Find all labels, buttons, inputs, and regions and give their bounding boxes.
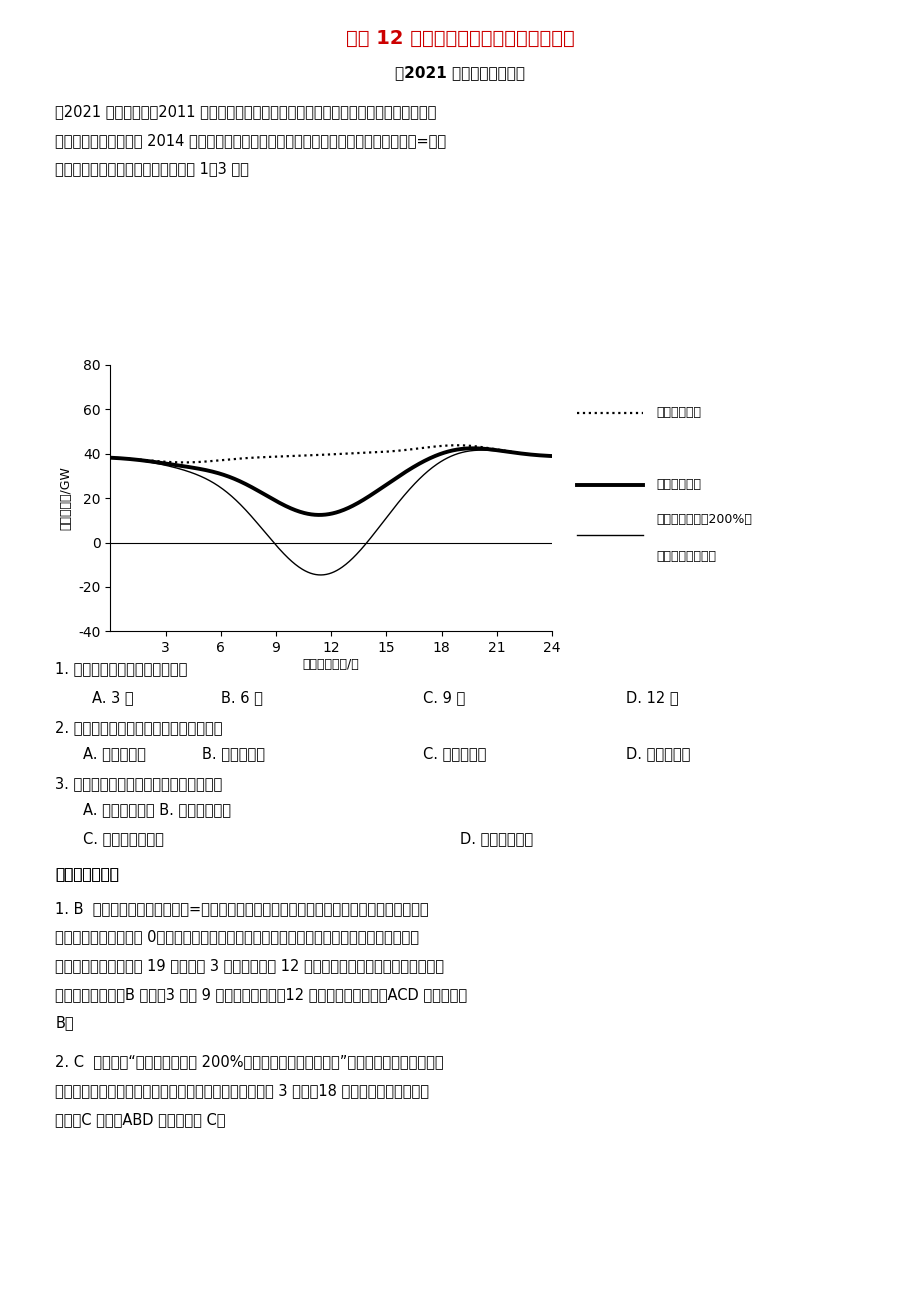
Text: 1. 图中所示这一天所在的月份是: 1. 图中所示这一天所在的月份是 xyxy=(55,661,187,677)
Text: 3. 降低夜间的电力净需求量，关键是发展: 3. 降低夜间的电力净需求量，关键是发展 xyxy=(55,776,222,792)
Text: 2. C  读图观察“光伏发电量增加 200%时电力净需求量预测曲线”，与电力净需求量曲线对: 2. C 读图观察“光伏发电量增加 200%时电力净需求量预测曲线”，与电力净需… xyxy=(55,1055,443,1070)
Text: 比可看出，随着光伏发电量的增加，电力净需求量在大约 3 点多到18 点减少，其余时段没有: 比可看出，随着光伏发电量的增加，电力净需求量在大约 3 点多到18 点减少，其余… xyxy=(55,1083,429,1099)
Text: 段为格林尼治时间大约 19 点到凌晨 3 点多，远小于 12 个小时，昼长夜短，为北半球夏季，: 段为格林尼治时间大约 19 点到凌晨 3 点多，远小于 12 个小时，昼长夜短，… xyxy=(55,958,444,974)
Text: D. 不发生变化: D. 不发生变化 xyxy=(625,746,689,762)
Text: 光伏发电量增加200%时: 光伏发电量增加200%时 xyxy=(656,513,752,526)
Text: A. 火力发电技术 B. 光伏发电技术: A. 火力发电技术 B. 光伏发电技术 xyxy=(83,802,231,818)
Text: 变化，C 正确，ABD 错误。故选 C。: 变化，C 正确，ABD 错误。故选 C。 xyxy=(55,1112,225,1128)
Text: B. 时段性增加: B. 时段性增加 xyxy=(202,746,265,762)
Text: 德国位于北半球，B 正确；3 月和 9 月昼夜大致等长，12 月昼长远小于夜长，ACD 错误。故选: 德国位于北半球，B 正确；3 月和 9 月昼夜大致等长，12 月昼长远小于夜长，… xyxy=(55,987,467,1003)
Text: A. 全天性减少: A. 全天性减少 xyxy=(83,746,145,762)
Text: 【答案及解析】: 【答案及解析】 xyxy=(55,867,119,883)
Text: 专题 12 区域可持续发展与地理信息技术: 专题 12 区域可持续发展与地理信息技术 xyxy=(346,29,573,48)
Text: （2021 年全国甲卷）2011 年日本福岛核泄漏事件之后，德国宣布逐步放弃核电而重点发: （2021 年全国甲卷）2011 年日本福岛核泄漏事件之后，德国宣布逐步放弃核电… xyxy=(55,104,437,120)
Text: 展光伏发电。下图示意 2014 年某日德国电力总需求和电力净需求的变化（电力净需求量=电力: 展光伏发电。下图示意 2014 年某日德国电力总需求和电力净需求的变化（电力净需… xyxy=(55,133,446,148)
Text: C. 9 月: C. 9 月 xyxy=(423,690,465,706)
Text: 电力总需求量: 电力总需求量 xyxy=(656,406,701,419)
Text: 总需求量－光伏发电量）。据此完成 1－3 题。: 总需求量－光伏发电量）。据此完成 1－3 题。 xyxy=(55,161,249,177)
Text: D. 12 月: D. 12 月 xyxy=(625,690,677,706)
Text: A. 3 月: A. 3 月 xyxy=(92,690,133,706)
X-axis label: 格林尼治时间/时: 格林尼治时间/时 xyxy=(302,658,359,671)
Text: 【2021 年高考真题精选】: 【2021 年高考真题精选】 xyxy=(394,65,525,81)
Text: 「答案及解析」: 「答案及解析」 xyxy=(55,867,119,883)
Y-axis label: 电力需求量/GW: 电力需求量/GW xyxy=(60,466,73,530)
Text: 求量时，光伏发电量为 0，说明此时为黑夜；读图可知，电量总需求量等于电量净需求量的时: 求量时，光伏发电量为 0，说明此时为黑夜；读图可知，电量总需求量等于电量净需求量… xyxy=(55,930,419,945)
Text: C. 特高压输电技术: C. 特高压输电技术 xyxy=(83,831,164,846)
Text: B。: B。 xyxy=(55,1016,74,1031)
Text: 1. B  根据材料，电力净需求量=电力总需求量－光伏发电量，当电量总需求量等于电量净需: 1. B 根据材料，电力净需求量=电力总需求量－光伏发电量，当电量总需求量等于电… xyxy=(55,901,428,917)
Text: D. 电能储存技术: D. 电能储存技术 xyxy=(460,831,532,846)
Text: B. 6 月: B. 6 月 xyxy=(221,690,263,706)
Text: 2. 随着光伏发电量的增加，电力净需求量: 2. 随着光伏发电量的增加，电力净需求量 xyxy=(55,720,222,736)
Text: 电力净需求量预测: 电力净需求量预测 xyxy=(656,551,716,564)
Text: C. 时段性减少: C. 时段性减少 xyxy=(423,746,486,762)
Text: 电力净需求量: 电力净需求量 xyxy=(656,478,701,491)
